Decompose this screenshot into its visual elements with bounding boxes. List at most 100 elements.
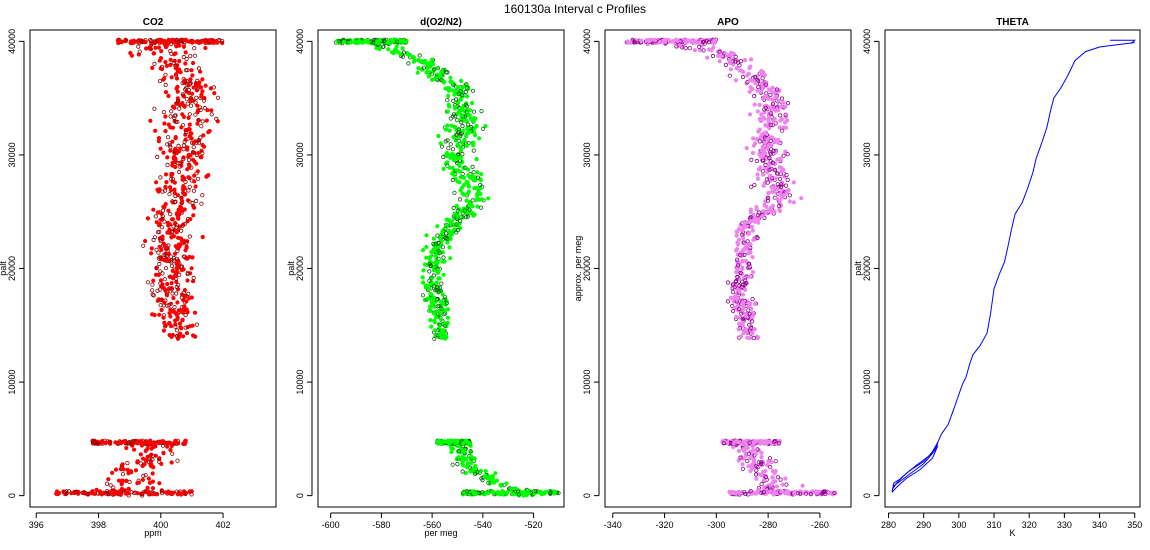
x-tick-label: 280 bbox=[881, 520, 896, 530]
data-point bbox=[747, 89, 752, 94]
data-point bbox=[169, 258, 174, 263]
data-point bbox=[426, 286, 432, 292]
data-point bbox=[191, 333, 196, 338]
data-point bbox=[200, 89, 205, 94]
data-point bbox=[451, 172, 456, 177]
data-point bbox=[146, 476, 151, 481]
data-point bbox=[439, 306, 444, 311]
data-point bbox=[750, 150, 756, 155]
data-point bbox=[490, 479, 495, 484]
data-point bbox=[151, 278, 156, 283]
data-point bbox=[432, 328, 437, 333]
data-point bbox=[763, 93, 768, 99]
data-point bbox=[441, 328, 446, 333]
data-point bbox=[783, 149, 788, 154]
data-point bbox=[90, 491, 95, 496]
data-point bbox=[204, 174, 209, 179]
data-point bbox=[474, 192, 479, 198]
data-point bbox=[435, 78, 440, 83]
data-point bbox=[174, 72, 179, 77]
data-point bbox=[455, 227, 461, 233]
data-point bbox=[162, 300, 167, 305]
y-tick-label: 30000 bbox=[7, 142, 17, 167]
data-point bbox=[755, 213, 761, 218]
data-point bbox=[156, 189, 161, 194]
data-point bbox=[445, 240, 450, 245]
data-point bbox=[183, 490, 188, 496]
data-point bbox=[191, 188, 197, 193]
data-point bbox=[177, 321, 183, 326]
data-point bbox=[170, 229, 175, 234]
data-point bbox=[400, 39, 405, 44]
data-point bbox=[473, 178, 478, 183]
data-point bbox=[422, 58, 427, 64]
data-point bbox=[832, 490, 837, 495]
data-point bbox=[420, 275, 425, 280]
data-point bbox=[169, 260, 174, 265]
data-point bbox=[193, 100, 198, 105]
data-point bbox=[436, 276, 441, 281]
data-point bbox=[179, 228, 184, 233]
data-point bbox=[165, 444, 170, 449]
data-point bbox=[117, 489, 122, 494]
panel-1: CO2 396 398 400 402 ppm 0 10000 20000 30000 40000 p… bbox=[0, 17, 277, 538]
data-point bbox=[113, 467, 119, 472]
data-point bbox=[187, 234, 192, 239]
data-point bbox=[748, 488, 753, 494]
data-point bbox=[442, 323, 448, 328]
data-point bbox=[156, 45, 162, 50]
data-point bbox=[479, 109, 484, 114]
data-point bbox=[478, 191, 483, 196]
data-point bbox=[157, 312, 162, 317]
data-point bbox=[480, 490, 485, 495]
data-point bbox=[354, 40, 359, 46]
data-point bbox=[167, 321, 172, 326]
data-point bbox=[168, 274, 173, 279]
data-point bbox=[168, 254, 173, 259]
data-point bbox=[194, 322, 200, 327]
data-point bbox=[464, 82, 469, 87]
data-point bbox=[394, 44, 399, 49]
data-point bbox=[172, 105, 177, 110]
data-point bbox=[154, 492, 159, 497]
data-point bbox=[158, 239, 163, 244]
data-point bbox=[465, 464, 470, 469]
data-point bbox=[456, 130, 461, 135]
data-point bbox=[185, 271, 190, 277]
data-point bbox=[181, 184, 186, 189]
data-point bbox=[169, 75, 174, 80]
y-axis-label: palt bbox=[0, 261, 8, 276]
data-point bbox=[741, 307, 746, 312]
data-point bbox=[183, 61, 188, 66]
data-point bbox=[738, 270, 743, 275]
x-tick-label: 350 bbox=[1127, 520, 1142, 530]
data-point bbox=[157, 261, 162, 267]
panel-3: APO -340 -320 -300 -280 -260 0 10000 20000 30000 4… bbox=[573, 17, 852, 530]
data-point bbox=[160, 189, 165, 194]
data-point bbox=[152, 312, 157, 318]
data-point bbox=[737, 68, 743, 73]
data-point bbox=[741, 303, 746, 309]
data-point bbox=[740, 232, 745, 237]
data-point bbox=[135, 39, 141, 45]
y-tick-label: 10000 bbox=[7, 370, 17, 395]
data-point bbox=[755, 235, 760, 241]
data-point bbox=[188, 77, 193, 82]
data-point bbox=[460, 448, 465, 453]
data-point bbox=[696, 44, 702, 50]
data-point bbox=[470, 198, 475, 203]
data-point bbox=[164, 253, 169, 259]
y-tick-label: 0 bbox=[295, 493, 305, 498]
data-point bbox=[179, 267, 185, 273]
data-point bbox=[200, 234, 205, 240]
data-point bbox=[150, 292, 155, 297]
data-point bbox=[480, 126, 486, 131]
data-point bbox=[772, 168, 778, 173]
data-point bbox=[449, 123, 454, 128]
data-point bbox=[385, 40, 390, 45]
data-point bbox=[428, 254, 433, 259]
data-point bbox=[774, 171, 780, 176]
data-point bbox=[173, 199, 178, 204]
x-tick-label: 330 bbox=[1057, 520, 1072, 530]
data-point bbox=[466, 130, 471, 135]
